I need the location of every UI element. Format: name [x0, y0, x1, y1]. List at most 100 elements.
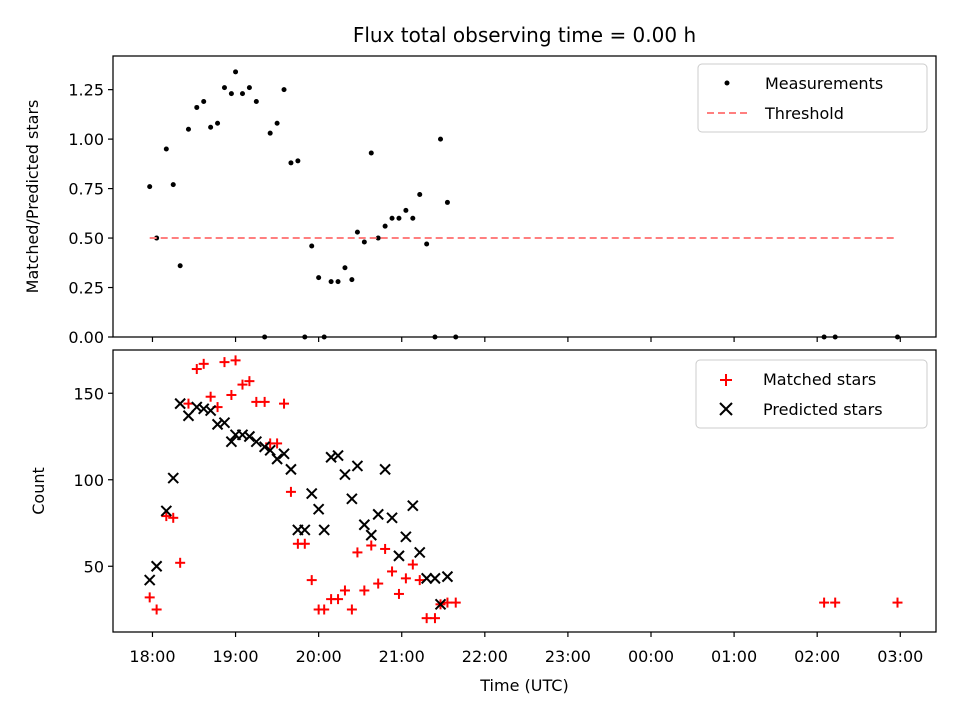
predicted-point — [306, 487, 318, 500]
x-tick-label: 19:00 — [213, 647, 259, 666]
predicted-point — [312, 503, 325, 515]
matched-point — [387, 566, 398, 577]
matched-point — [168, 512, 179, 523]
predicted-point — [372, 508, 384, 521]
x-tick-label: 03:00 — [877, 647, 923, 666]
predicted-point — [351, 460, 364, 472]
measurement-point — [208, 124, 214, 130]
predicted-point — [414, 546, 426, 559]
count-panel: 50 100 150 18:00 19:00 20:00 21:00 22:00 23:00 0… — [29, 349, 937, 695]
predicted-point — [386, 512, 398, 524]
x-tick-label: 23:00 — [545, 647, 591, 666]
measurement-point — [253, 99, 259, 105]
matched-point — [299, 538, 310, 549]
matched-point — [205, 391, 216, 402]
predicted-point — [271, 453, 283, 465]
y-tick-label: 0.75 — [68, 180, 104, 199]
matched-point — [366, 540, 377, 551]
matched-point — [198, 358, 209, 369]
predicted-point — [441, 570, 454, 583]
y-tick-label: 0.00 — [68, 328, 104, 347]
predicted-point — [400, 531, 412, 543]
ratio-plot-frame — [112, 55, 937, 338]
ratio-y-axis-title: Matched/Predicted stars — [23, 100, 42, 294]
matched-point — [819, 597, 830, 608]
predicted-point — [264, 444, 276, 457]
matched-point — [183, 398, 194, 409]
predicted-point — [278, 448, 290, 460]
x-tick-label: 21:00 — [379, 647, 425, 666]
legend-predicted-marker — [719, 402, 733, 416]
matched-point — [219, 357, 230, 368]
measurement-point — [201, 99, 207, 105]
measurement-point — [438, 136, 444, 142]
predicted-point — [407, 499, 419, 512]
predicted-point — [346, 493, 358, 505]
count-y-axis: 50 100 150 — [73, 384, 113, 576]
measurement-point — [335, 279, 341, 285]
chart-title: Flux total observing time = 0.00 h — [353, 23, 696, 47]
measurement-point — [239, 91, 245, 97]
measurement-point — [267, 130, 273, 136]
x-axis-title: Time (UTC) — [479, 676, 568, 695]
measurement-point — [328, 279, 334, 285]
predicted-point — [358, 519, 371, 531]
count-x-axis: 18:00 19:00 20:00 21:00 22:00 23:00 00:00 01:00… — [129, 632, 923, 666]
measurement-point — [215, 120, 221, 126]
predicted-point — [434, 598, 447, 611]
legend-predicted-label: Predicted stars — [763, 400, 883, 419]
y-tick-label: 1.25 — [68, 81, 104, 100]
predicted-point — [143, 574, 156, 586]
x-tick-label: 20:00 — [296, 647, 342, 666]
measurement-point — [170, 182, 176, 188]
predicted-point — [150, 560, 163, 572]
measurement-point — [382, 223, 388, 229]
measurement-point — [375, 235, 381, 241]
matched-point — [333, 594, 344, 605]
measurement-point — [221, 85, 227, 91]
matched-point — [175, 557, 186, 568]
matched-point — [319, 604, 330, 615]
ratio-x-ticks — [151, 337, 901, 342]
measurement-point — [274, 120, 280, 126]
matched-point — [450, 597, 461, 608]
x-tick-label: 22:00 — [462, 647, 508, 666]
matched-point — [151, 604, 162, 615]
matched-point — [359, 585, 370, 596]
matched-point — [400, 573, 411, 584]
measurement-point — [424, 241, 430, 247]
x-tick-label: 18:00 — [129, 647, 175, 666]
measurement-point — [396, 215, 402, 221]
predicted-point — [191, 401, 203, 413]
x-tick-label: 00:00 — [628, 647, 674, 666]
predicted-point — [339, 468, 351, 481]
predicted-point — [243, 430, 256, 443]
matched-point — [244, 376, 255, 387]
measurement-point — [444, 199, 450, 205]
x-tick-label: 02:00 — [794, 647, 840, 666]
measurement-point — [185, 126, 191, 132]
y-tick-label: 100 — [73, 471, 104, 490]
predicted-point — [285, 463, 297, 476]
matched-point — [306, 575, 317, 586]
matched-point — [373, 578, 384, 589]
matched-point — [259, 396, 270, 407]
predicted-point — [393, 550, 405, 562]
measurement-point — [342, 265, 348, 271]
predicted-point — [174, 397, 186, 410]
legend-measurements-label: Measurements — [765, 74, 883, 93]
predicted-point — [379, 463, 391, 476]
y-tick-label: 150 — [73, 384, 104, 403]
predicted-point — [299, 524, 311, 536]
measurement-point — [177, 263, 183, 269]
matched-point — [279, 398, 290, 409]
measurement-point — [228, 91, 234, 97]
measurement-point — [246, 85, 252, 91]
predicted-point — [218, 416, 231, 429]
matched-point — [407, 559, 418, 570]
measurement-point — [288, 160, 294, 166]
legend-measurements-marker — [724, 80, 730, 86]
matched-point — [346, 604, 357, 615]
count-plot-frame — [112, 349, 937, 633]
measurement-point — [194, 104, 200, 110]
